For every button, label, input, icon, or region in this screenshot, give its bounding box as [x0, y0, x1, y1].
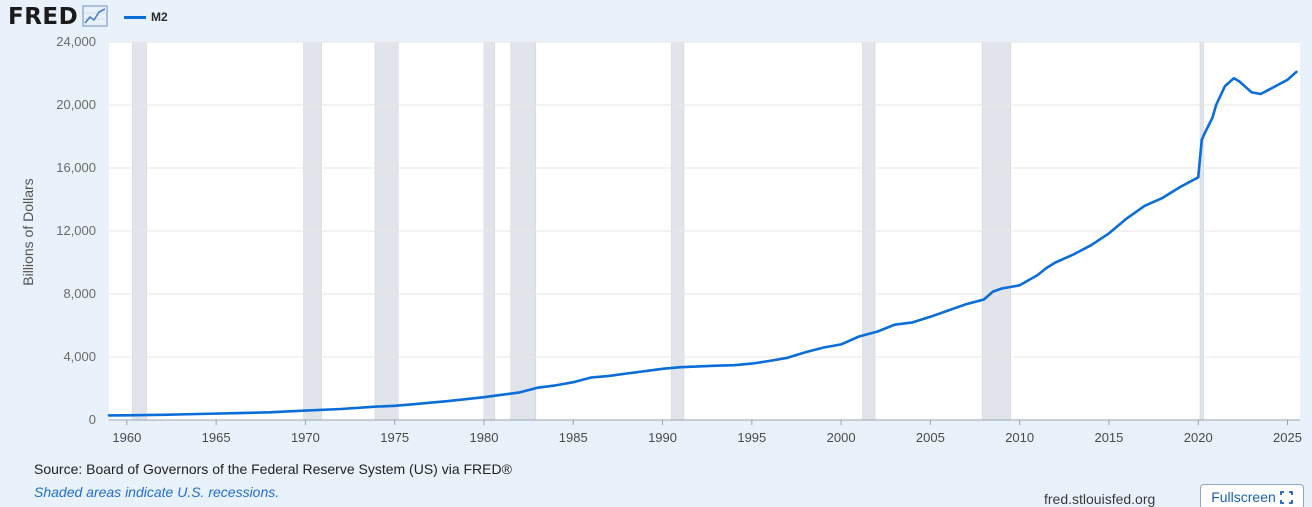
legend-label-m2: M2 — [151, 10, 168, 24]
x-tick-label: 2015 — [1094, 430, 1123, 445]
x-axis-ticks: 1960 1965 1970 1975 1980 1985 1990 1995 2000 2005… — [112, 420, 1302, 445]
x-tick-label: 2010 — [1005, 430, 1034, 445]
source-text: Source: Board of Governors of the Federa… — [34, 461, 512, 477]
y-tick-label: 24,000 — [56, 34, 96, 49]
x-tick-label: 1990 — [648, 430, 677, 445]
m2-line-chart[interactable]: 0 4,000 8,000 12,000 16,000 20,000 24,000 1960… — [0, 0, 1312, 460]
fullscreen-icon — [1279, 490, 1293, 504]
x-tick-label: 2005 — [916, 430, 945, 445]
x-tick-label: 1980 — [470, 430, 499, 445]
y-tick-label: 0 — [89, 412, 96, 427]
x-tick-label: 1965 — [202, 430, 231, 445]
line-chart-icon — [82, 5, 108, 32]
y-axis-label: Billions of Dollars — [20, 178, 36, 285]
chart-legend: M2 — [124, 10, 168, 24]
legend-swatch — [124, 15, 146, 19]
y-tick-label: 12,000 — [56, 223, 96, 238]
x-tick-label: 2025 — [1273, 430, 1302, 445]
x-tick-label: 2020 — [1184, 430, 1213, 445]
x-tick-label: 1960 — [112, 430, 141, 445]
series-line-m2[interactable] — [107, 70, 1298, 417]
y-tick-label: 16,000 — [56, 160, 96, 175]
x-tick-label: 1995 — [737, 430, 766, 445]
recession-note: Shaded areas indicate U.S. recessions. — [34, 484, 280, 500]
y-tick-label: 8,000 — [63, 286, 96, 301]
x-tick-label: 1975 — [380, 430, 409, 445]
y-axis-ticks: 0 4,000 8,000 12,000 16,000 20,000 24,000 — [56, 34, 96, 427]
y-tick-label: 20,000 — [56, 97, 96, 112]
fred-logo-text: FRED — [8, 4, 79, 30]
fred-logo[interactable]: FRED — [8, 4, 108, 32]
x-tick-label: 1985 — [559, 430, 588, 445]
fullscreen-label: Fullscreen — [1211, 489, 1276, 505]
y-tick-label: 4,000 — [63, 349, 96, 364]
site-url[interactable]: fred.stlouisfed.org — [1044, 491, 1156, 507]
x-tick-label: 1970 — [291, 430, 320, 445]
grid-lines — [109, 41, 1300, 421]
x-tick-label: 2000 — [827, 430, 856, 445]
fullscreen-button[interactable]: Fullscreen — [1200, 484, 1304, 507]
